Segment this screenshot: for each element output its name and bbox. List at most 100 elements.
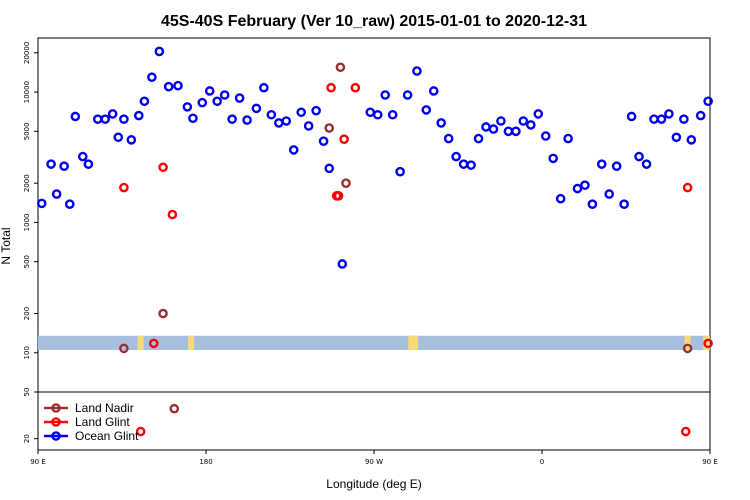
ocean-glint-point: [402, 90, 413, 100]
ocean-glint-point: [656, 114, 667, 124]
x-tick-label: 90 W: [365, 458, 383, 466]
ocean-glint-point: [619, 199, 629, 209]
ocean-glint-point: [303, 121, 314, 131]
ocean-glint-point: [428, 86, 439, 96]
ocean-glint-point: [473, 133, 484, 144]
ocean-glint-point: [664, 109, 674, 119]
ocean-glint-point: [686, 135, 697, 145]
legend-marker-ocean-glint: [51, 431, 61, 441]
ocean-glint-point: [548, 153, 559, 164]
legend-label-land-glint: Land Glint: [75, 415, 130, 429]
land-nadir-point: [682, 343, 693, 354]
y-tick-label: 5000: [23, 122, 31, 140]
ocean-glint-point: [107, 109, 118, 119]
ocean-glint-point: [421, 105, 432, 115]
ocean-glint-point: [242, 115, 252, 125]
ocean-glint-point: [412, 66, 422, 76]
ocean-glint-point: [36, 198, 47, 209]
land-glint-point: [682, 182, 693, 193]
land-glint-point: [326, 82, 336, 93]
x-axis: 90 E 180 90 W 0 90 E: [30, 450, 718, 466]
ocean-glint-point: [259, 82, 269, 93]
land-glint-point: [350, 82, 361, 93]
ocean-glint-point: [70, 111, 81, 122]
ocean-glint-point: [126, 135, 137, 145]
plot-main: [36, 37, 713, 393]
y-tick-label: 20000: [23, 42, 31, 64]
land-glint-point: [703, 338, 713, 349]
land-nadir-point: [341, 178, 351, 188]
y-tick-label: 20: [23, 434, 31, 443]
land-nadir-point: [335, 62, 346, 73]
ocean-glint-point: [78, 151, 88, 162]
y-tick-label: 1000: [23, 214, 31, 232]
land-nadir-point: [324, 123, 335, 133]
land-glint-point: [148, 338, 159, 349]
ocean-glint-point: [443, 133, 454, 144]
ocean-glint-point: [188, 113, 198, 124]
ocean-glint-point: [46, 159, 56, 169]
land-glint-point: [339, 134, 349, 145]
ocean-glint-point: [173, 80, 183, 91]
ocean-glint-point: [281, 116, 292, 126]
land-glint-point: [158, 162, 168, 173]
land-nadir-point: [158, 308, 168, 319]
y-tick-label: 500: [23, 255, 31, 268]
ocean-glint-point: [634, 151, 644, 162]
ocean-glint-point: [296, 107, 307, 118]
land-glint-point: [135, 426, 146, 437]
x-tick-label: 90 E: [702, 458, 718, 466]
y-tick-label: 2000: [23, 174, 31, 192]
ocean-glint-point: [337, 259, 348, 269]
band-marker: [137, 335, 144, 351]
ocean-glint-point: [695, 110, 706, 121]
ocean-glint-point: [511, 126, 521, 137]
ocean-glint-point: [119, 114, 129, 124]
ocean-glint-point: [518, 116, 529, 126]
ocean-glint-point: [496, 116, 506, 126]
ocean-glint-point: [555, 193, 566, 204]
ocean-glint-point: [182, 102, 193, 112]
ocean-glint-point: [641, 159, 652, 169]
legend-marker-land-glint: [51, 417, 61, 427]
ocean-glint-point: [147, 72, 157, 83]
ocean-glint-point: [266, 109, 277, 120]
band-marker: [412, 335, 419, 351]
ocean-glint-point: [197, 97, 208, 108]
ocean-glint-point: [626, 111, 637, 122]
ocean-glint-point: [154, 46, 165, 57]
band-marker: [684, 335, 691, 351]
ocean-glint-point: [466, 160, 476, 170]
ocean-glint-point: [227, 114, 237, 124]
ocean-glint-point: [380, 90, 391, 100]
band-marker: [703, 335, 710, 351]
land-glint-point: [333, 191, 344, 201]
ocean-glint-point: [163, 81, 174, 92]
ocean-glint-point: [318, 136, 329, 146]
ocean-glint-point: [671, 132, 682, 143]
x-tick-label: 0: [540, 458, 544, 466]
ocean-glint-point: [604, 189, 615, 199]
ocean-glint-point: [100, 114, 110, 124]
y-tick-label: 100: [23, 346, 31, 359]
ocean-glint-point: [139, 96, 150, 107]
ocean-glint-point: [488, 124, 499, 134]
ocean-glint-point: [533, 109, 544, 119]
y-tick-label: 200: [23, 307, 31, 320]
chart-title: 45S-40S February (Ver 10_raw) 2015-01-01…: [161, 13, 587, 30]
ocean-glint-point: [596, 159, 607, 169]
ocean-glint-point: [219, 90, 230, 100]
band-marker: [188, 335, 195, 351]
ocean-glint-point: [113, 132, 124, 143]
ocean-glint-point: [372, 109, 383, 120]
ocean-glint-point: [587, 199, 598, 209]
land-glint-point: [167, 209, 178, 220]
ocean-glint-point: [83, 159, 94, 169]
ocean-glint-point: [234, 93, 245, 103]
ocean-glint-point: [526, 120, 536, 130]
x-axis-label: Longitude (deg E): [326, 477, 421, 491]
ocean-glint-point: [311, 105, 321, 116]
ocean-glint-point: [540, 131, 551, 141]
